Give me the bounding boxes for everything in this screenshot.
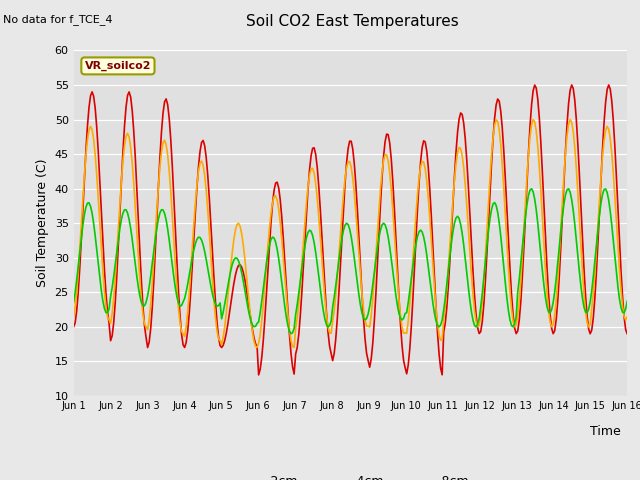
Text: Time: Time bbox=[590, 425, 621, 438]
Text: VR_soilco2: VR_soilco2 bbox=[84, 61, 151, 71]
Legend: -2cm, -4cm, -8cm: -2cm, -4cm, -8cm bbox=[227, 470, 474, 480]
Text: Soil CO2 East Temperatures: Soil CO2 East Temperatures bbox=[246, 14, 458, 29]
Y-axis label: Soil Temperature (C): Soil Temperature (C) bbox=[36, 159, 49, 288]
Text: No data for f_TCE_4: No data for f_TCE_4 bbox=[3, 14, 113, 25]
